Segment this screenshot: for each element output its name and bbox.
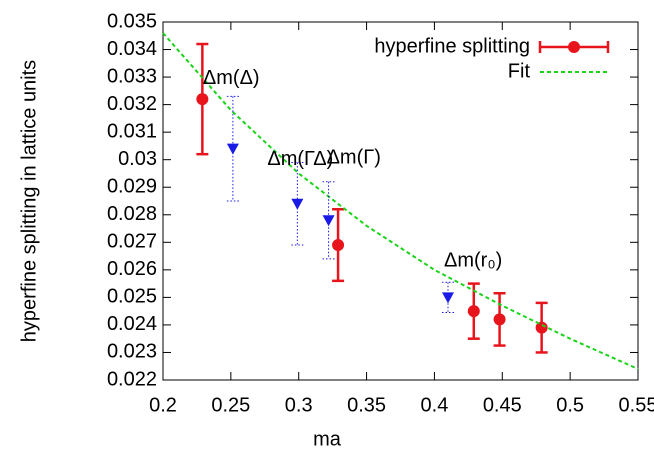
y-tick-label: 0.033 <box>107 65 157 87</box>
data-point <box>467 305 480 318</box>
data-point <box>291 198 304 210</box>
x-tick-label: 0.2 <box>149 394 177 416</box>
x-tick-label: 0.3 <box>285 394 313 416</box>
plot-frame <box>162 21 639 381</box>
x-tick-label: 0.25 <box>211 394 250 416</box>
annotation: Δm(r₀) <box>444 250 502 272</box>
y-tick-label: 0.028 <box>107 203 157 225</box>
legend-label: hyperfine splitting <box>374 35 530 57</box>
y-tick-label: 0.027 <box>107 231 157 253</box>
data-point <box>535 321 548 334</box>
legend-label: Fit <box>508 60 531 82</box>
x-tick-label: 0.45 <box>483 394 522 416</box>
x-tick-label: 0.4 <box>421 394 449 416</box>
y-tick-label: 0.031 <box>107 120 157 142</box>
y-tick-label: 0.025 <box>107 286 157 308</box>
y-tick-label: 0.032 <box>107 93 157 115</box>
y-axis-label: hyperfine splitting in lattice units <box>18 60 40 342</box>
y-tick-label: 0.022 <box>107 368 157 390</box>
data-point <box>196 93 209 106</box>
data-point <box>442 292 454 304</box>
y-tick-label: 0.034 <box>107 38 157 60</box>
annotation: Δm(Γ) <box>327 147 381 169</box>
y-tick-label: 0.029 <box>107 176 157 198</box>
data-point <box>322 215 335 227</box>
y-tick-label: 0.035 <box>107 10 157 32</box>
legend-swatch <box>568 41 580 53</box>
data-point <box>226 143 239 155</box>
data-point <box>332 239 345 252</box>
annotation: Δm(Δ) <box>203 67 260 89</box>
annotation: Δm(ΓΔ) <box>267 148 333 170</box>
y-tick-label: 0.026 <box>107 258 157 280</box>
x-tick-label: 0.55 <box>619 394 654 416</box>
y-tick-label: 0.024 <box>107 313 157 335</box>
x-axis-label: ma <box>313 428 342 450</box>
data-point <box>493 313 506 326</box>
x-tick-label: 0.35 <box>347 394 386 416</box>
x-tick-label: 0.5 <box>556 394 584 416</box>
y-tick-label: 0.03 <box>118 148 157 170</box>
y-tick-label: 0.023 <box>107 341 157 363</box>
